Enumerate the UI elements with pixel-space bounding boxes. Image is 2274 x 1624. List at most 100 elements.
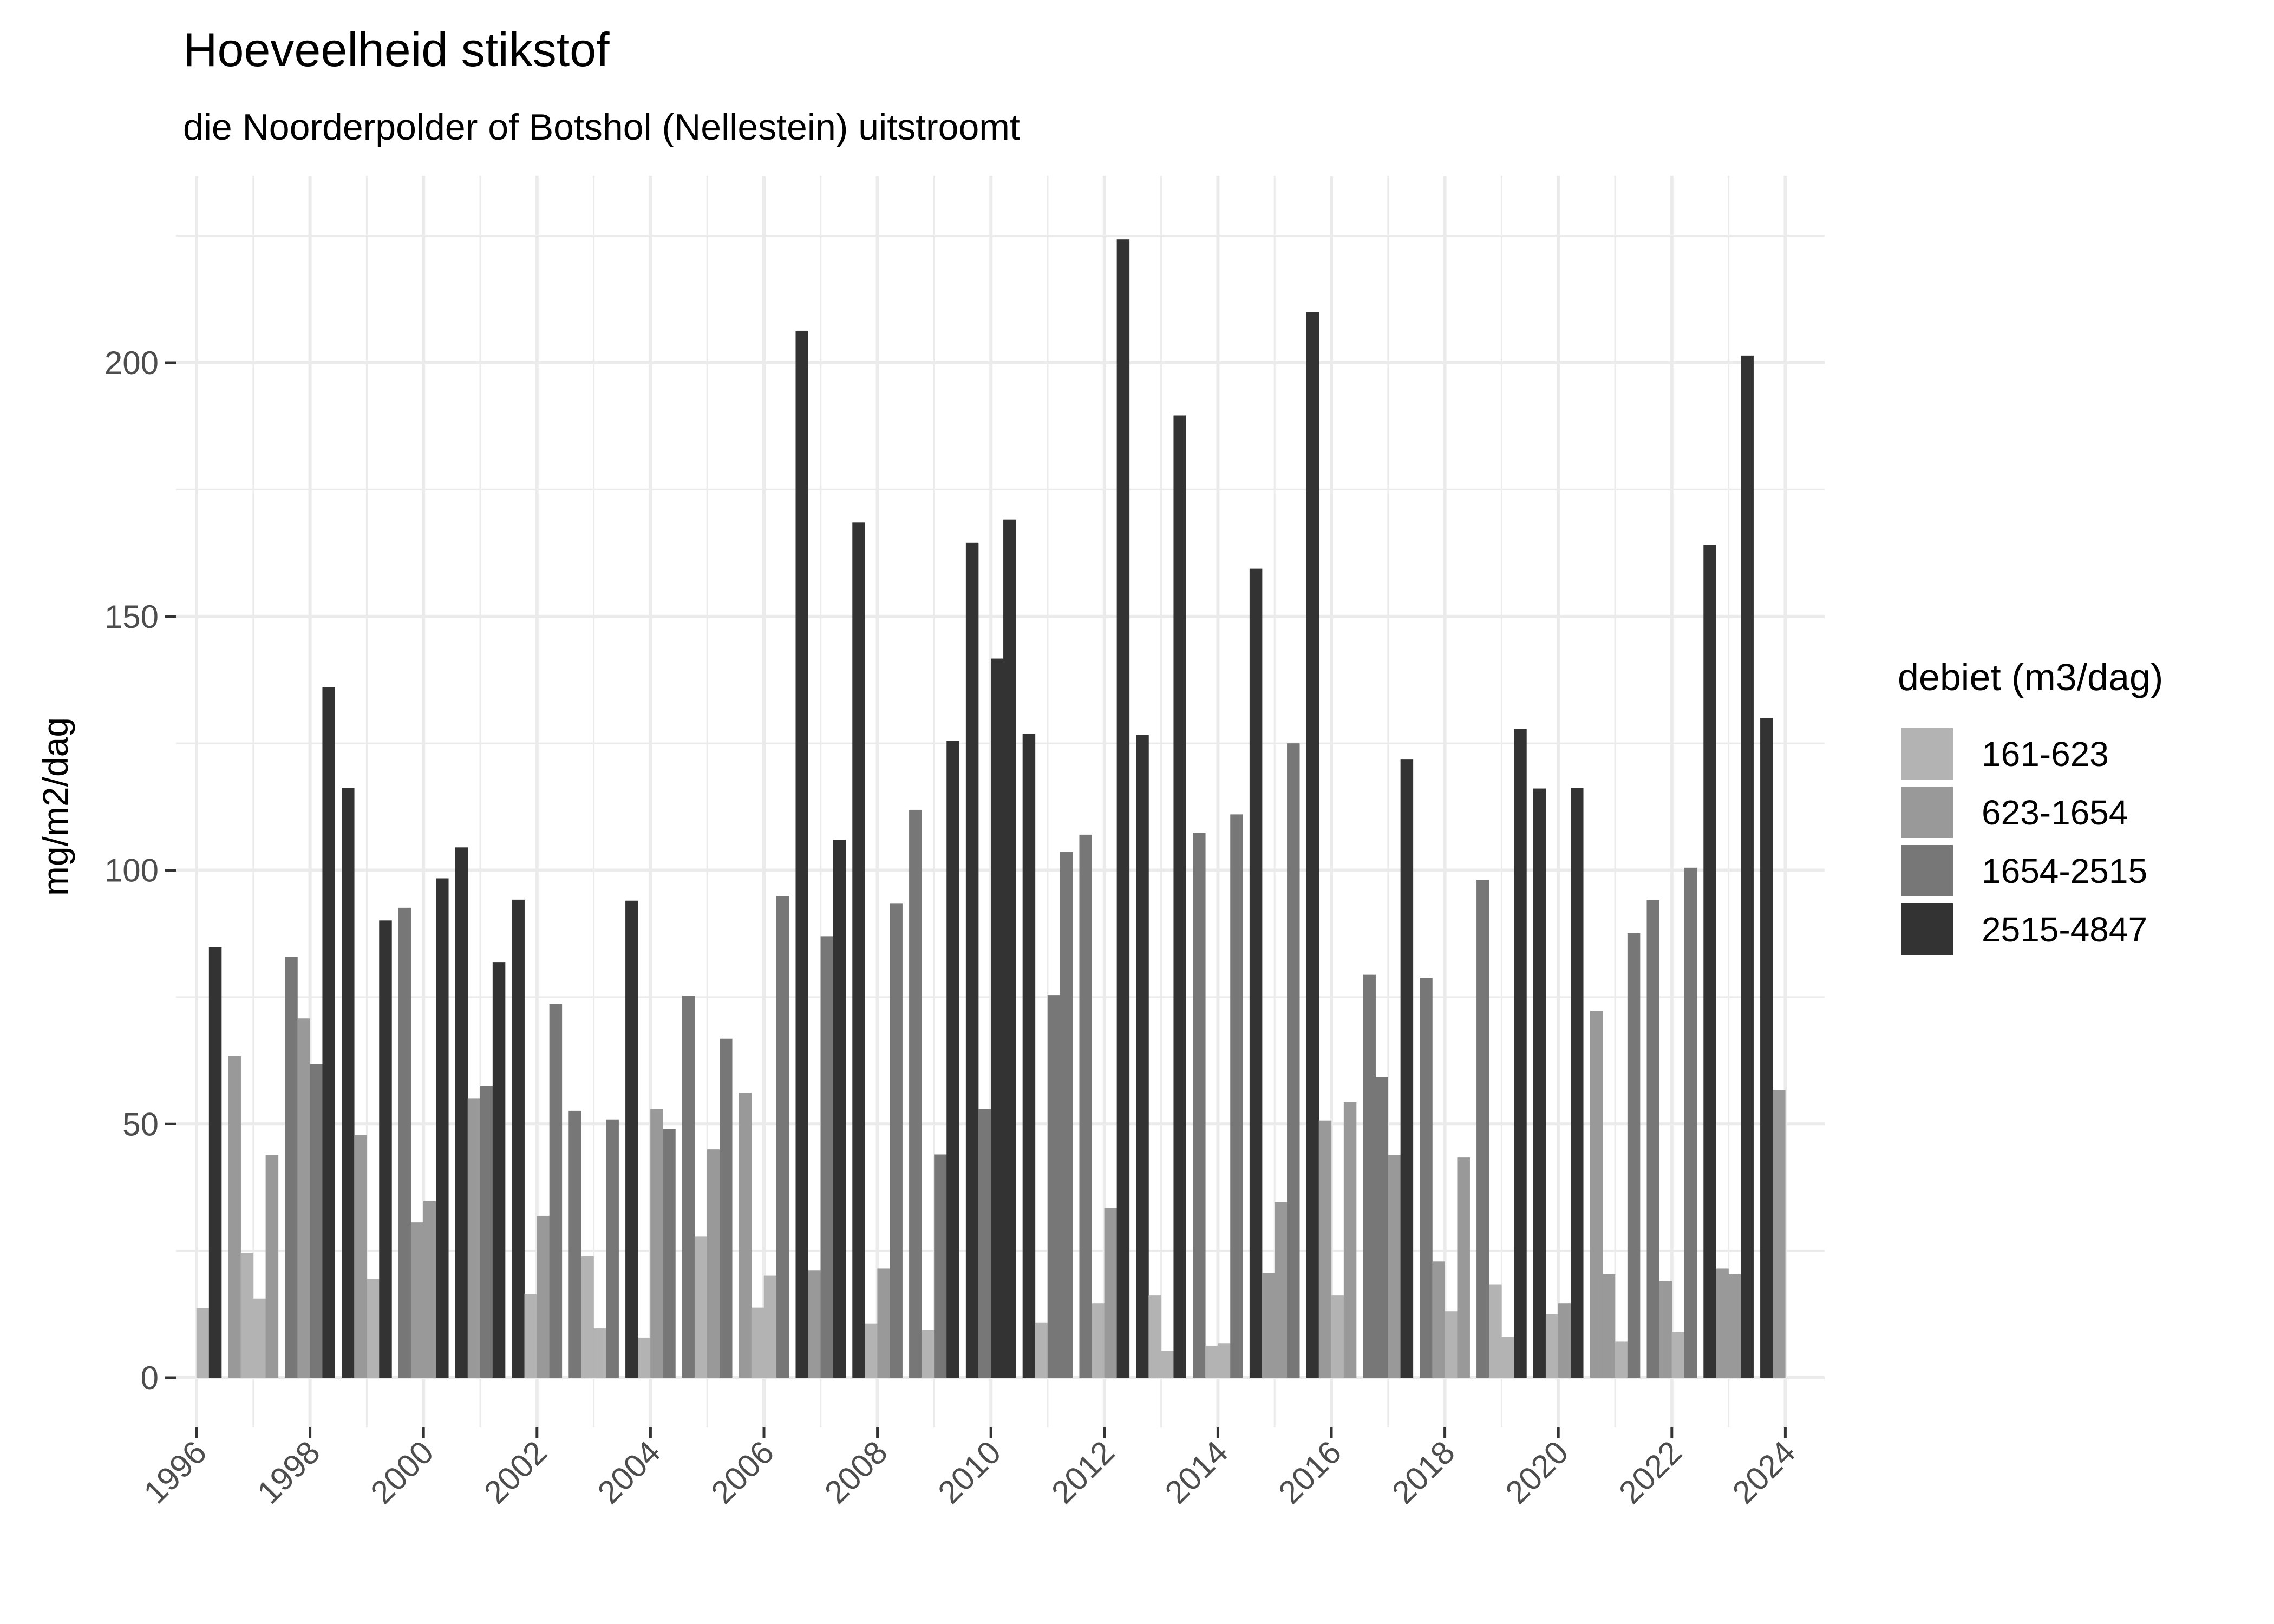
bar	[1659, 1281, 1672, 1378]
bar	[833, 840, 846, 1378]
bar	[1262, 1273, 1275, 1378]
x-tick-label: 2010	[931, 1434, 1008, 1511]
y-axis-label: mg/m2/dag	[35, 717, 75, 896]
bar	[625, 900, 638, 1378]
bar	[865, 1323, 878, 1378]
bar	[946, 741, 959, 1378]
bar	[1318, 1120, 1332, 1378]
legend-label: 1654-2515	[1982, 852, 2147, 890]
legend-label: 623-1654	[1982, 793, 2128, 832]
bar	[1363, 974, 1376, 1378]
bar	[354, 1135, 367, 1378]
bar	[367, 1279, 380, 1378]
bar	[1116, 239, 1130, 1378]
bar	[606, 1119, 619, 1378]
bar	[581, 1256, 594, 1378]
legend-key	[1901, 787, 1953, 838]
bar	[1079, 834, 1092, 1378]
bar	[707, 1149, 720, 1378]
bar	[776, 896, 789, 1378]
bar	[808, 1270, 821, 1378]
bar	[890, 903, 903, 1378]
bar	[492, 962, 506, 1378]
x-tick-label: 1998	[250, 1434, 327, 1511]
bar	[1545, 1314, 1559, 1378]
bar	[694, 1236, 708, 1378]
bar	[1627, 933, 1641, 1378]
bar	[1218, 1343, 1231, 1378]
x-tick-label: 2020	[1499, 1434, 1576, 1511]
bar	[208, 947, 222, 1378]
bar	[1703, 545, 1716, 1378]
x-tick-label: 2014	[1158, 1434, 1235, 1511]
legend-label: 161-623	[1982, 735, 2109, 774]
bar	[1671, 1332, 1685, 1378]
bar	[795, 330, 808, 1378]
bar	[1741, 355, 1754, 1378]
bar	[379, 920, 392, 1378]
bar	[682, 996, 695, 1378]
bar	[877, 1268, 890, 1378]
bar	[1501, 1337, 1514, 1378]
bar	[436, 878, 449, 1378]
bar	[1060, 852, 1073, 1378]
bar	[1287, 743, 1300, 1378]
bar	[763, 1275, 777, 1378]
bar	[423, 1201, 436, 1378]
x-tick-label: 1996	[136, 1434, 213, 1511]
bar	[568, 1110, 581, 1378]
bar	[909, 809, 922, 1378]
bar	[1684, 867, 1697, 1378]
bar	[297, 1018, 310, 1378]
bar	[1571, 788, 1584, 1378]
x-tick-label: 2022	[1612, 1434, 1689, 1511]
bar	[978, 1109, 991, 1378]
bar	[1533, 788, 1546, 1378]
bar	[1489, 1284, 1502, 1378]
bar	[1148, 1295, 1161, 1378]
bar	[285, 957, 298, 1378]
bar	[1136, 735, 1149, 1378]
bar	[720, 1038, 733, 1378]
bar	[1388, 1155, 1401, 1378]
bar	[342, 788, 355, 1378]
legend-label: 2515-4847	[1982, 910, 2147, 949]
x-tick-label: 2016	[1271, 1434, 1348, 1511]
y-tick-label: 0	[141, 1360, 159, 1396]
bar	[820, 936, 834, 1378]
x-tick-label: 2006	[704, 1434, 781, 1511]
bar	[1773, 1090, 1786, 1378]
bar	[1092, 1303, 1105, 1378]
bar	[228, 1056, 241, 1378]
bar	[310, 1064, 323, 1378]
bar	[1514, 729, 1527, 1378]
bar	[1590, 1011, 1603, 1378]
bars	[196, 239, 1786, 1378]
x-tick-label: 2002	[477, 1434, 554, 1511]
bar	[739, 1093, 752, 1378]
bar	[322, 687, 335, 1378]
x-tick-label: 2018	[1385, 1434, 1462, 1511]
bar	[1047, 995, 1061, 1378]
bar	[990, 658, 1004, 1378]
bar	[1035, 1322, 1048, 1378]
bar	[1400, 759, 1414, 1378]
bar	[455, 847, 468, 1378]
bar	[1457, 1157, 1470, 1378]
bar	[1615, 1341, 1628, 1378]
legend-key	[1901, 728, 1953, 780]
bar	[1760, 718, 1773, 1378]
bar	[934, 1154, 947, 1378]
bar	[1230, 814, 1243, 1378]
bar	[965, 542, 979, 1378]
chart-subtitle: die Noorderpolder of Botshol (Nellestein…	[183, 107, 1020, 148]
x-tick-label: 2024	[1726, 1434, 1802, 1511]
bar	[1716, 1268, 1729, 1378]
y-tick-label: 200	[104, 345, 159, 381]
bar	[1306, 312, 1319, 1378]
bar	[537, 1215, 550, 1378]
bar	[467, 1098, 481, 1378]
bar	[1022, 734, 1036, 1378]
y-tick-label: 100	[104, 853, 159, 889]
